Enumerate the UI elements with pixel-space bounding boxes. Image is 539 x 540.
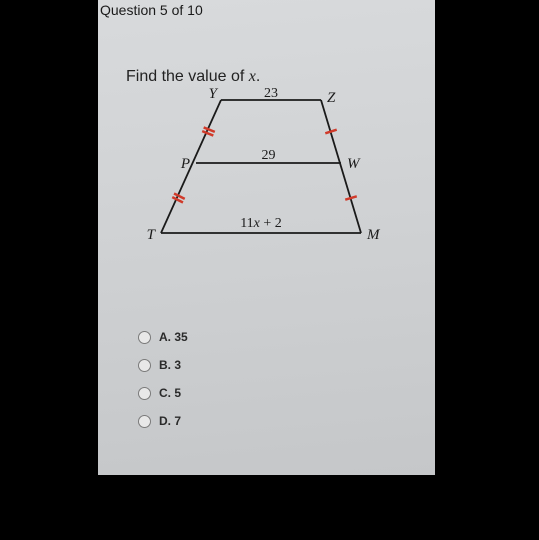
svg-text:11x + 2: 11x + 2 [240, 216, 282, 231]
option-c[interactable]: C. 5 [138, 386, 188, 400]
prompt-variable: x [249, 68, 256, 85]
svg-text:23: 23 [264, 88, 278, 101]
question-prompt: Find the value of x. [126, 68, 260, 86]
svg-text:P: P [180, 156, 190, 172]
question-counter: Question 5 of 10 [100, 2, 203, 18]
option-label: A. 35 [159, 330, 188, 344]
quiz-screen: Question 5 of 10 Find the value of x. Y Z… [98, 0, 435, 475]
radio-icon [138, 387, 151, 400]
svg-text:W: W [347, 156, 361, 172]
radio-icon [138, 359, 151, 372]
radio-icon [138, 415, 151, 428]
radio-icon [138, 331, 151, 344]
option-b[interactable]: B. 3 [138, 358, 188, 372]
prompt-prefix: Find the value of [126, 68, 249, 85]
svg-text:Y: Y [209, 88, 219, 102]
svg-text:29: 29 [262, 148, 276, 163]
option-label: B. 3 [159, 358, 181, 372]
svg-text:Z: Z [327, 90, 336, 106]
option-label: D. 7 [159, 414, 181, 428]
option-a[interactable]: A. 35 [138, 330, 188, 344]
option-label: C. 5 [159, 386, 181, 400]
prompt-suffix: . [256, 68, 260, 85]
trapezoid-diagram: Y Z P W T M 23 29 11x + 2 [126, 88, 406, 278]
svg-text:T: T [147, 227, 157, 243]
answer-options: A. 35 B. 3 C. 5 D. 7 [138, 330, 188, 442]
option-d[interactable]: D. 7 [138, 414, 188, 428]
svg-text:M: M [366, 227, 381, 243]
